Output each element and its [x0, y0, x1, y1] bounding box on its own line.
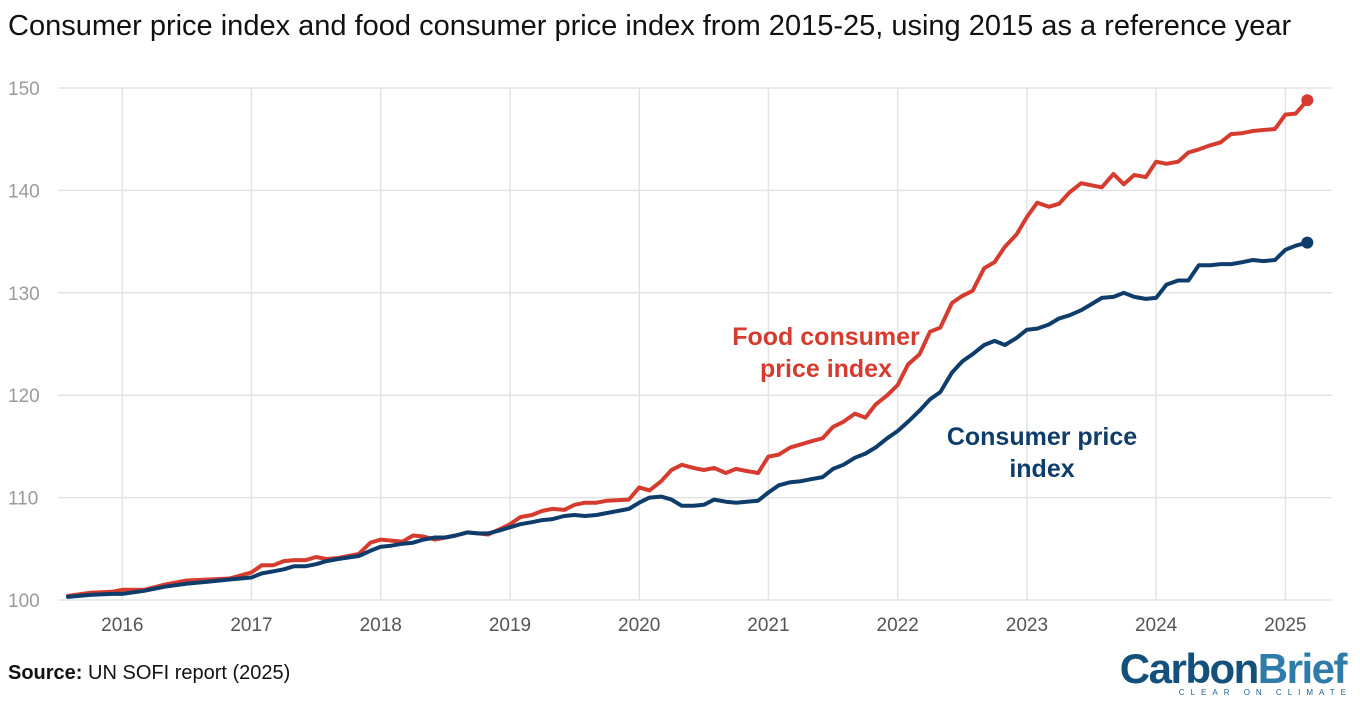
y-axis-ticks: 100 110 120 130 140 150 [8, 79, 40, 612]
x-tick-label: 2024 [1135, 615, 1178, 636]
x-axis-ticks: 2016 2017 2018 2019 2020 2021 2022 2023 2024 2025 [101, 615, 1306, 636]
source-label: Source: [8, 662, 83, 684]
y-tick-label: 120 [8, 386, 40, 407]
x-tick-label: 2022 [877, 615, 919, 636]
series-labels: Food consumer price index Consumer price in… [732, 323, 1137, 483]
cpi-end-marker [1301, 236, 1314, 249]
x-tick-label: 2016 [101, 615, 143, 636]
cpi-line [66, 240, 1310, 599]
chart-title: Consumer price index and food consumer p… [8, 10, 1292, 42]
source-text: UN SOFI report (2025) [88, 662, 291, 684]
food-cpi-label-line: Food consumer [732, 323, 920, 351]
x-tick-label: 2025 [1264, 615, 1306, 636]
y-tick-label: 100 [8, 591, 40, 612]
y-tick-label: 110 [8, 489, 38, 510]
x-tick-label: 2017 [230, 615, 272, 636]
food-cpi-line [66, 98, 1310, 598]
logo-part-carbon: Carbon [1119, 645, 1260, 692]
cpi-label-line: index [1009, 455, 1074, 483]
logo-wordmark: CarbonBrief [1119, 645, 1348, 692]
logo-tagline: CLEAR ON CLIMATE [1178, 688, 1352, 697]
gridlines [58, 87, 1332, 601]
y-tick-label: 150 [8, 79, 40, 100]
y-tick-label: 130 [8, 284, 40, 305]
source-note: Source: UN SOFI report (2025) [8, 662, 290, 685]
x-tick-label: 2020 [618, 615, 660, 636]
logo-part-brief: Brief [1257, 645, 1348, 692]
food-cpi-end-marker [1301, 94, 1314, 107]
x-tick-label: 2023 [1006, 615, 1048, 636]
series-lines [66, 94, 1314, 599]
food-cpi-label-line: price index [760, 355, 892, 383]
y-tick-label: 140 [8, 181, 40, 202]
cpi-label-line: Consumer price [947, 423, 1137, 451]
x-tick-label: 2018 [360, 615, 402, 636]
x-tick-label: 2021 [747, 615, 789, 636]
carbon-brief-logo: CarbonBrief CLEAR ON CLIMATE [1119, 645, 1348, 698]
x-tick-label: 2019 [489, 615, 531, 636]
